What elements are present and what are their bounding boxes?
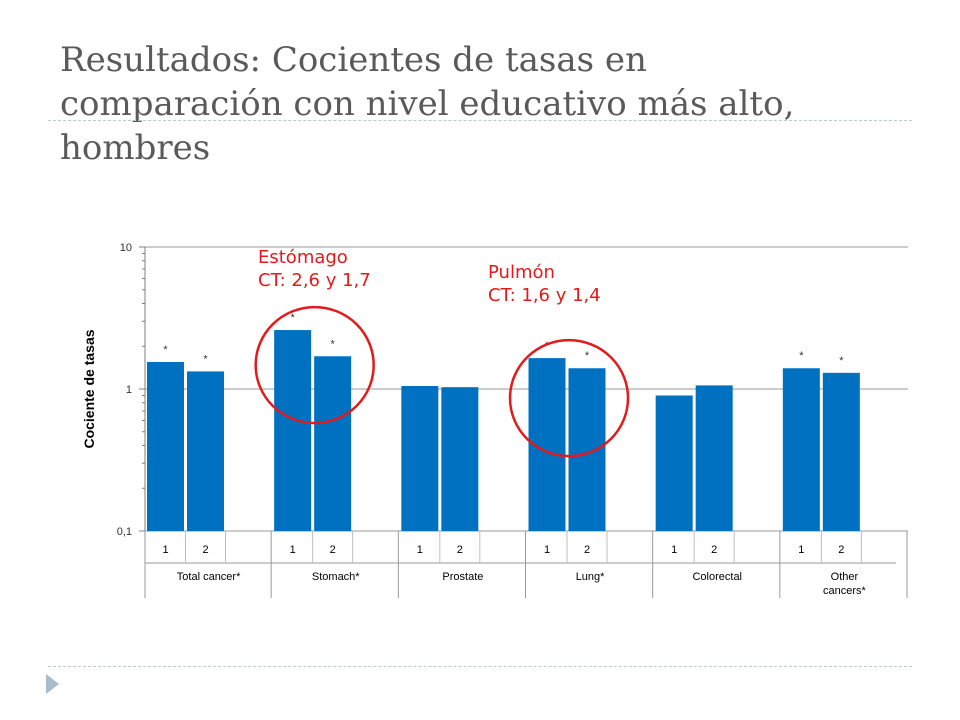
lung-annotation-text: CT: 1,6 y 1,4 — [488, 285, 601, 306]
bar-2-0 — [401, 385, 439, 531]
bar-3-1 — [568, 368, 606, 531]
significance-marker-1-1: * — [331, 338, 336, 350]
bar-1-0 — [274, 330, 312, 531]
y-tick-label-2: 0,1 — [117, 526, 132, 538]
significance-marker-3-0: * — [545, 340, 550, 352]
level-label-1-0: 1 — [290, 544, 296, 556]
level-label-3-1: 2 — [584, 544, 590, 556]
footer-divider — [48, 666, 912, 667]
category-label-1: Stomach* — [312, 571, 360, 583]
category-label-5: cancers* — [823, 585, 867, 597]
significance-marker-1-0: * — [291, 312, 296, 324]
stomach-annotation-text: CT: 2,6 y 1,7 — [258, 270, 371, 291]
significance-marker-5-0: * — [799, 350, 804, 362]
lung-annotation-title: Pulmón — [488, 262, 555, 283]
y-tick-label-1: 1 — [126, 384, 132, 396]
category-label-5: Other — [831, 571, 859, 583]
bar-5-0 — [782, 368, 820, 531]
bar-5-1 — [822, 372, 860, 531]
slide-title: Resultados: Cocientes de tasas en compar… — [60, 40, 795, 168]
category-label-2: Prostate — [442, 571, 483, 583]
lung-annotation: Pulmón CT: 1,6 y 1,4 — [488, 261, 601, 307]
level-label-4-1: 2 — [711, 544, 717, 556]
level-label-0-1: 2 — [202, 544, 208, 556]
level-label-2-0: 1 — [417, 544, 423, 556]
y-axis-title: Cociente de tasas — [81, 329, 97, 448]
stomach-annotation: Estómago CT: 2,6 y 1,7 — [258, 246, 371, 292]
bar-0-1 — [187, 371, 224, 531]
level-label-2-1: 2 — [457, 544, 463, 556]
title-divider — [48, 120, 912, 121]
bar-2-1 — [441, 387, 479, 531]
level-label-3-0: 1 — [544, 544, 550, 556]
significance-marker-0-1: * — [203, 353, 208, 365]
significance-marker-5-1: * — [839, 355, 844, 367]
category-label-4: Colorectal — [692, 571, 742, 583]
level-label-4-0: 1 — [671, 544, 677, 556]
bar-4-1 — [695, 385, 733, 531]
y-tick-label-0: 10 — [120, 242, 132, 254]
level-label-5-1: 2 — [838, 544, 844, 556]
highlight-circle-1 — [508, 338, 630, 458]
highlight-circle-0 — [254, 305, 375, 425]
level-label-0-0: 1 — [162, 544, 168, 556]
stomach-annotation-title: Estómago — [258, 247, 348, 268]
significance-marker-3-1: * — [585, 350, 590, 362]
bar-4-0 — [655, 395, 693, 531]
level-label-1-1: 2 — [330, 544, 336, 556]
bar-0-0 — [147, 361, 184, 531]
level-label-5-0: 1 — [798, 544, 804, 556]
category-label-3: Lung* — [576, 571, 605, 583]
significance-marker-0-0: * — [163, 344, 168, 356]
slide-bullet-arrow-icon — [46, 674, 59, 694]
category-label-0: Total cancer* — [177, 571, 241, 583]
bar-1-1 — [314, 356, 352, 531]
